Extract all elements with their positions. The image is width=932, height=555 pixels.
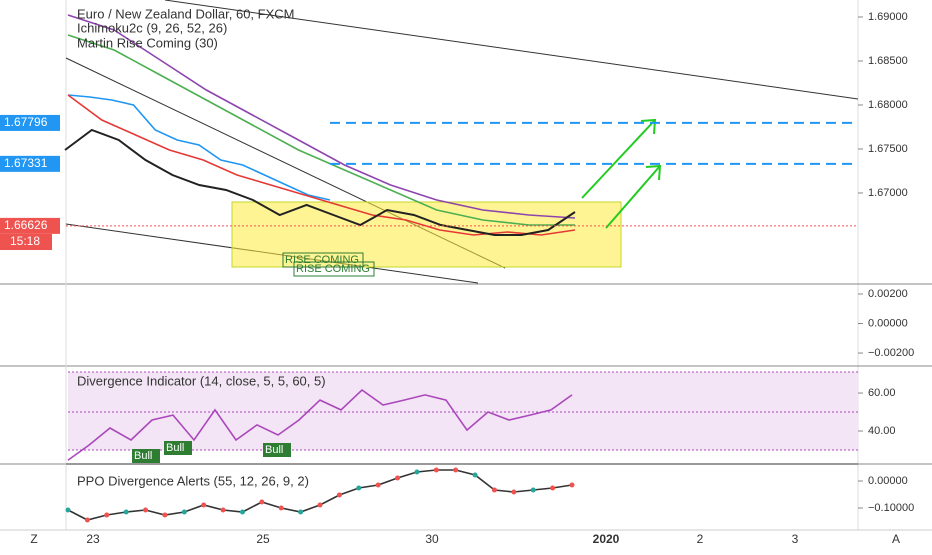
arrow-head [640, 118, 657, 135]
pane-subtitle: Martin Rise Coming (30) [77, 35, 218, 50]
annotation-bg [282, 252, 364, 268]
pane-title: Divergence Indicator (14, close, 5, 5, 6… [77, 373, 326, 388]
series-line [67, 94, 331, 201]
y-tick-label: 40.00 [868, 425, 896, 437]
ppo-dot [104, 512, 110, 518]
ppo-dot [453, 467, 459, 473]
series-line [64, 128, 576, 236]
target-arrow [605, 165, 661, 229]
y-tick-label: 0.00200 [868, 288, 908, 300]
series-line [67, 14, 576, 219]
ppo-dot [84, 517, 90, 523]
ppo-dot [143, 507, 149, 513]
ppo-dot [569, 482, 575, 488]
series-line [67, 34, 575, 226]
y-tick-label: −0.00200 [868, 347, 914, 359]
series-line [67, 388, 573, 461]
scale-button[interactable]: A [892, 532, 900, 546]
annotation-bg [263, 443, 291, 457]
y-tick-label: 0.00000 [868, 317, 908, 329]
ppo-dot [298, 509, 304, 515]
ppo-dot [530, 487, 536, 493]
ppo-dot [472, 472, 478, 478]
ppo-dot [491, 487, 497, 493]
ppo-dot [317, 502, 323, 508]
ppo-dot [220, 507, 226, 513]
arrow-head [645, 164, 662, 181]
ppo-dot [336, 492, 342, 498]
pane-subtitle: Ichimoku2c (9, 26, 52, 26) [77, 20, 227, 35]
y-tick-label: −0.10000 [868, 502, 914, 514]
trend-line [164, 0, 859, 100]
countdown-badge [0, 234, 52, 250]
ppo-dot [395, 475, 401, 481]
y-tick-label: 1.67000 [868, 187, 908, 199]
ppo-dot [259, 499, 265, 505]
ppo-dot [550, 485, 556, 491]
ppo-dot [123, 509, 129, 515]
ppo-dot [356, 485, 362, 491]
price-badge [0, 217, 60, 234]
pane-title: Euro / New Zealand Dollar, 60, FXCM [77, 6, 294, 21]
y-tick-label: 0.00000 [868, 475, 908, 487]
pane-title: PPO Divergence Alerts (55, 12, 26, 9, 2) [77, 473, 309, 488]
price-badge-label: 1.67331 [4, 156, 48, 170]
range-box [231, 201, 622, 268]
x-tick-label: 23 [86, 532, 100, 546]
x-tick-label: 2020 [593, 532, 620, 546]
ppo-dot [511, 489, 517, 495]
price-badge-label: 1.67796 [4, 115, 48, 129]
price-badge [0, 114, 60, 131]
indicator-band [68, 372, 858, 450]
y-tick-label: 1.68500 [868, 55, 908, 67]
annotation-bg [293, 261, 375, 277]
annotation: Bull [134, 450, 152, 462]
ppo-dot [375, 482, 381, 488]
ppo-dot [201, 502, 207, 508]
ppo-dot [414, 469, 420, 475]
scale-button[interactable]: Z [30, 532, 37, 546]
x-tick-label: 25 [256, 532, 270, 546]
countdown: 15:18 [10, 234, 40, 248]
ppo-dot [239, 509, 245, 515]
x-tick-label: 2 [697, 532, 704, 546]
annotation: RISE COMING [296, 263, 370, 275]
y-tick-label: 1.68000 [868, 99, 908, 111]
annotation: RISE COMING [285, 254, 359, 266]
ppo-dot [433, 467, 439, 473]
price-badge [0, 155, 60, 172]
annotation: Bull [265, 444, 283, 456]
ppo-dot [181, 509, 187, 515]
ppo-dot [162, 512, 168, 518]
ppo-dot [278, 505, 284, 511]
annotation: Bull [166, 442, 184, 454]
y-tick-label: 1.67500 [868, 143, 908, 155]
ppo-dot [65, 507, 71, 513]
y-tick-label: 1.69000 [868, 11, 908, 23]
x-tick-label: 30 [425, 532, 439, 546]
annotation-bg [164, 441, 192, 455]
annotation-bg [132, 449, 160, 463]
y-tick-label: 60.00 [868, 387, 896, 399]
price-badge-label: 1.66626 [4, 218, 48, 232]
x-tick-label: 3 [792, 532, 799, 546]
target-arrow [581, 119, 656, 199]
